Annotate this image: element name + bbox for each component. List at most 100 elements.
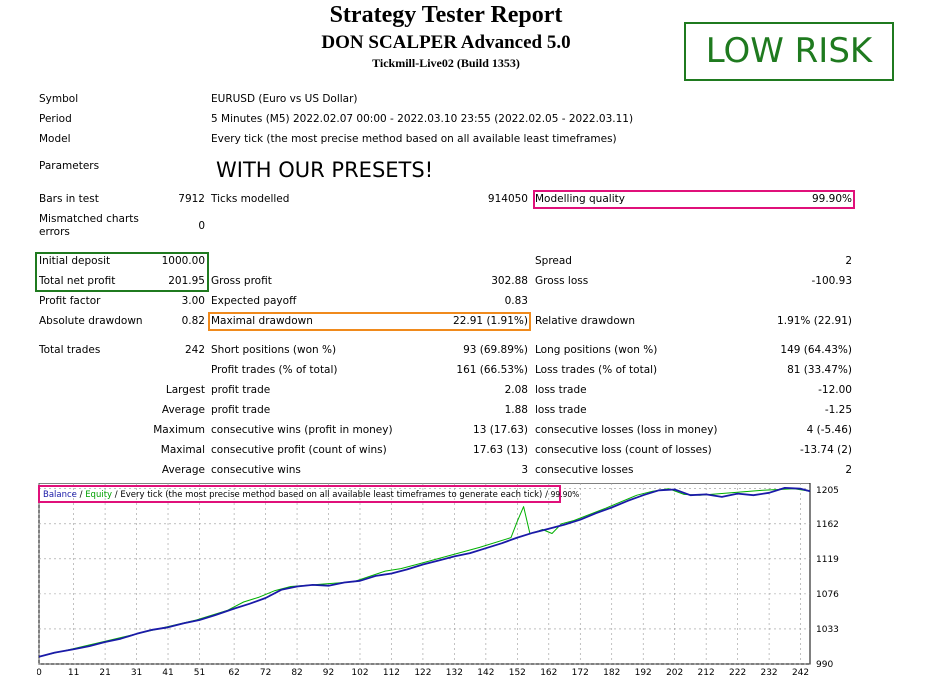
period-value: 5 Minutes (M5) 2022.02.07 00:00 - 2022.0…: [211, 113, 634, 125]
x-tick-label: 142: [477, 668, 494, 678]
pf-value: 3.00: [181, 295, 205, 307]
balance-line: [38, 487, 811, 658]
mismatch-label-2: errors: [39, 226, 70, 238]
max-cl-value: 4 (-5.46): [806, 424, 852, 436]
chart-svg: Balance / Equity / Every tick (the most …: [36, 482, 839, 678]
y-tick-label: 1119: [816, 555, 839, 565]
x-tick-label: 72: [260, 668, 271, 678]
deposit-label: Initial deposit: [39, 255, 111, 267]
plot-frame: [38, 482, 811, 665]
grossprofit-label: Gross profit: [211, 275, 272, 287]
y-tick-label: 1033: [816, 625, 839, 635]
chart-header-balance: Balance: [43, 490, 77, 500]
symbol-label: Symbol: [39, 93, 79, 105]
y-axis-ticks: 1205 1162 1119 1076 1033 990: [816, 486, 839, 670]
ptrades-label: Profit trades (% of total): [211, 364, 338, 376]
avg-cl-label: consecutive losses: [535, 464, 634, 476]
largest-loss-label: loss trade: [535, 384, 587, 396]
largest-profit-label: profit trade: [211, 384, 271, 396]
period-label: Period: [39, 113, 72, 125]
bars-value: 7912: [178, 193, 205, 205]
deposit-profit-highlight-box: [35, 252, 209, 292]
grossloss-label: Gross loss: [535, 275, 589, 287]
chart-header: Balance / Equity / Every tick (the most …: [43, 490, 579, 500]
short-value: 93 (69.89%): [463, 344, 528, 356]
chart-header-quality: 99.90%: [551, 490, 580, 499]
ltrades-label: Loss trades (% of total): [535, 364, 658, 376]
deposit-value: 1000.00: [161, 255, 205, 267]
x-tick-label: 242: [792, 668, 809, 678]
maxdd-highlight-box: [208, 312, 531, 331]
x-tick-label: 222: [729, 668, 746, 678]
max-cw-value: 13 (17.63): [473, 424, 528, 436]
x-tick-label: 41: [162, 668, 173, 678]
model-label: Model: [39, 133, 71, 145]
maximal-label: Maximal: [160, 444, 205, 456]
x-tick-label: 172: [572, 668, 589, 678]
spread-label: Spread: [535, 255, 572, 267]
average-profit-value: 1.88: [504, 404, 528, 416]
netprofit-value: 201.95: [168, 275, 205, 287]
maxl-cp-value: 17.63 (13): [473, 444, 528, 456]
mismatch-value: 0: [198, 220, 205, 232]
x-tick-label: 152: [509, 668, 526, 678]
x-tick-label: 102: [351, 668, 368, 678]
grossprofit-value: 302.88: [491, 275, 528, 287]
x-tick-label: 0: [37, 668, 42, 678]
avg-cl-value: 2: [845, 464, 852, 476]
mismatch-label-1: Mismatched charts: [39, 213, 139, 225]
x-tick-label: 132: [446, 668, 463, 678]
average2-label: Average: [161, 464, 205, 476]
average-label: Average: [161, 404, 205, 416]
report-title: Strategy Tester Report: [329, 2, 563, 28]
maximum-label: Maximum: [153, 424, 205, 436]
x-tick-label: 182: [603, 668, 620, 678]
y-tick-label: 990: [816, 660, 833, 670]
ltrades-value: 81 (33.47%): [787, 364, 852, 376]
chart-header-rest: / Every tick (the most precise method ba…: [112, 490, 551, 500]
maxl-cl-value: -13.74 (2): [799, 444, 852, 456]
x-tick-label: 82: [291, 668, 302, 678]
bars-label: Bars in test: [39, 193, 99, 205]
max-cw-label: consecutive wins (profit in money): [211, 424, 393, 436]
y-tick-label: 1162: [816, 520, 839, 530]
x-tick-label: 51: [194, 668, 205, 678]
x-tick-label: 122: [414, 668, 431, 678]
ticks-value: 914050: [487, 193, 528, 205]
payoff-label: Expected payoff: [211, 295, 297, 307]
x-tick-label: 202: [666, 668, 683, 678]
model-value: Every tick (the most precise method base…: [211, 133, 617, 145]
reldd-label: Relative drawdown: [535, 315, 636, 327]
x-tick-label: 31: [131, 668, 142, 678]
reldd-value: 1.91% (22.91): [777, 315, 852, 327]
x-tick-label: 92: [323, 668, 334, 678]
chart-header-equity: Equity: [85, 490, 112, 500]
maxdd-label: Maximal drawdown: [211, 315, 313, 327]
long-value: 149 (64.43%): [780, 344, 852, 356]
x-tick-label: 162: [540, 668, 557, 678]
server-name: Tickmill-Live02 (Build 1353): [372, 56, 520, 70]
largest-loss-value: -12.00: [818, 384, 852, 396]
average-loss-value: -1.25: [824, 404, 852, 416]
x-tick-label: 21: [99, 668, 110, 678]
short-label: Short positions (won %): [211, 344, 337, 356]
x-tick-label: 192: [635, 668, 652, 678]
grossloss-value: -100.93: [811, 275, 852, 287]
chart-header-sep: /: [77, 490, 85, 500]
x-tick-label: 112: [383, 668, 400, 678]
ticks-label: Ticks modelled: [211, 193, 290, 205]
largest-label: Largest: [165, 384, 205, 396]
equity-line: [38, 488, 811, 658]
quality-value: 99.90%: [811, 193, 852, 205]
chart-header-highlight-box: [38, 485, 561, 503]
pf-label: Profit factor: [39, 295, 101, 307]
netprofit-label: Total net profit: [39, 275, 116, 287]
avg-cw-value: 3: [521, 464, 528, 476]
y-tick-label: 1076: [816, 590, 839, 600]
balance-equity-chart: Balance / Equity / Every tick (the most …: [36, 482, 937, 679]
max-cl-label: consecutive losses (loss in money): [535, 424, 718, 436]
absdd-value: 0.82: [181, 315, 205, 327]
chart-grid: [38, 483, 810, 665]
x-axis-ticks: 0 11 21 31 41 51 62 72 82 92 102 112 122 132 142 152 162…: [36, 668, 809, 678]
trades-label: Total trades: [39, 344, 101, 356]
